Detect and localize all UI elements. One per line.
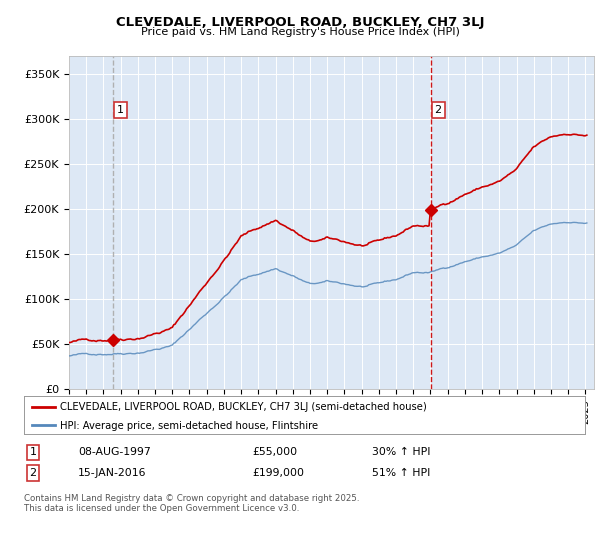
Text: CLEVEDALE, LIVERPOOL ROAD, BUCKLEY, CH7 3LJ: CLEVEDALE, LIVERPOOL ROAD, BUCKLEY, CH7 … xyxy=(116,16,484,29)
Text: Price paid vs. HM Land Registry's House Price Index (HPI): Price paid vs. HM Land Registry's House … xyxy=(140,27,460,37)
Text: 08-AUG-1997: 08-AUG-1997 xyxy=(78,447,151,458)
Text: 51% ↑ HPI: 51% ↑ HPI xyxy=(372,468,430,478)
Text: CLEVEDALE, LIVERPOOL ROAD, BUCKLEY, CH7 3LJ (semi-detached house): CLEVEDALE, LIVERPOOL ROAD, BUCKLEY, CH7 … xyxy=(61,402,427,412)
Text: 1: 1 xyxy=(29,447,37,458)
Text: Contains HM Land Registry data © Crown copyright and database right 2025.
This d: Contains HM Land Registry data © Crown c… xyxy=(24,494,359,514)
Text: 1: 1 xyxy=(117,105,124,115)
Text: HPI: Average price, semi-detached house, Flintshire: HPI: Average price, semi-detached house,… xyxy=(61,421,319,431)
Text: £55,000: £55,000 xyxy=(252,447,297,458)
Text: £199,000: £199,000 xyxy=(252,468,304,478)
Text: 2: 2 xyxy=(29,468,37,478)
Text: 15-JAN-2016: 15-JAN-2016 xyxy=(78,468,146,478)
Text: 30% ↑ HPI: 30% ↑ HPI xyxy=(372,447,431,458)
Text: 2: 2 xyxy=(434,105,442,115)
